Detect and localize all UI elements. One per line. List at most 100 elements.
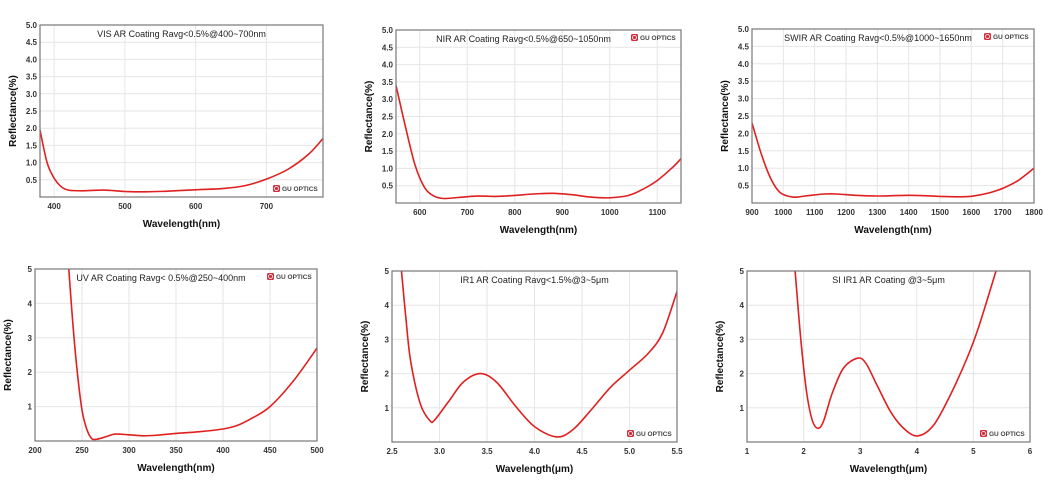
x-tick-label: 700: [260, 202, 274, 211]
reflectance-curve: [400, 271, 677, 438]
logo-text: GU OPTICS: [993, 34, 1029, 41]
logo-ring-icon: [628, 431, 633, 436]
chart-title: NIR AR Coating Ravg<0.5%@650~1050nm: [436, 34, 611, 44]
x-axis-label: Wavelength(nm): [854, 225, 931, 236]
gu-optics-logo: GU OPTICS: [267, 273, 312, 281]
y-tick-label: 1: [28, 403, 33, 412]
logo-ring-icon: [632, 35, 637, 40]
x-tick-label: 1100: [649, 208, 667, 217]
y-tick-label: 0.5: [382, 182, 394, 191]
plot-area: [747, 271, 1030, 442]
y-tick-label: 4: [28, 299, 33, 308]
y-tick-label: 2: [28, 368, 33, 377]
x-tick-label: 350: [169, 446, 183, 455]
y-tick-label: 5.0: [26, 21, 38, 30]
y-tick-label: 1.5: [382, 147, 394, 156]
logo-icon: [980, 430, 987, 437]
y-tick-label: 3: [385, 335, 390, 344]
y-tick-label: 1.5: [26, 141, 38, 150]
chart-6: 1 2 3 4 5 1 2 3 4 5 6 SI IR1 AR Coating @3~5μm GU OP…: [715, 267, 1033, 475]
logo-text: GU OPTICS: [989, 431, 1025, 438]
plot-frame: [751, 28, 1035, 204]
y-tick-label: 4.5: [26, 38, 38, 47]
x-tick-label: 1: [745, 447, 750, 456]
x-tick-label: 1700: [994, 208, 1012, 217]
y-axis-label: Reflectance(%): [364, 81, 375, 153]
y-tick-label: 2.0: [26, 124, 38, 133]
logo-text: GU OPTICS: [636, 431, 672, 438]
x-tick-label: 3.0: [434, 447, 446, 456]
logo-ring-icon: [274, 186, 279, 191]
y-tick-label: 5: [740, 267, 745, 276]
chart-title: UV AR Coating Ravg< 0.5%@250~400nm: [76, 273, 245, 283]
x-tick-label: 600: [413, 208, 427, 217]
chart-5: 1 2 3 4 5 2.5 3.0 3.5 4.0 4.5 5.0 5.5 IR1 AR Coating…: [360, 267, 683, 475]
gu-optics-logo: GU OPTICS: [980, 430, 1025, 438]
plot-frame: [746, 270, 1031, 443]
x-axis-label: Wavelength(nm): [143, 219, 220, 230]
logo-text: GU OPTICS: [276, 274, 312, 281]
x-tick-label: 900: [745, 208, 759, 217]
logo-icon: [267, 273, 274, 280]
y-tick-label: 5: [28, 265, 33, 274]
x-tick-label: 3: [858, 447, 863, 456]
y-tick-label: 2.0: [738, 129, 750, 138]
y-tick-label: 0.5: [26, 176, 38, 185]
x-tick-label: 250: [75, 446, 89, 455]
x-tick-label: 1400: [900, 208, 918, 217]
y-tick-label: 2.5: [738, 112, 750, 121]
x-tick-label: 400: [47, 202, 61, 211]
plot-frame: [39, 24, 324, 198]
y-tick-label: 1.0: [738, 164, 750, 173]
y-tick-label: 2: [385, 370, 390, 379]
logo-text: GU OPTICS: [640, 35, 676, 42]
x-tick-label: 600: [189, 202, 203, 211]
y-tick-label: 1: [385, 404, 390, 413]
x-tick-label: 1100: [806, 208, 824, 217]
y-tick-label: 4.0: [382, 61, 394, 70]
x-tick-label: 1300: [868, 208, 886, 217]
y-tick-label: 4: [385, 301, 390, 310]
x-tick-label: 2.5: [386, 447, 398, 456]
reflectance-curve: [794, 271, 997, 437]
logo-icon: [627, 430, 634, 437]
gu-optics-logo: GU OPTICS: [273, 185, 318, 193]
x-tick-label: 900: [556, 208, 570, 217]
x-tick-label: 1800: [1025, 208, 1043, 217]
x-tick-label: 300: [122, 446, 136, 455]
x-axis-label: Wavelength(nm): [137, 463, 214, 474]
y-tick-label: 1.0: [382, 164, 394, 173]
chart-3: 0.5 1.0 1.5 2.0 2.5 3.0 3.5 4.0 4.5 5.0 900 1000 110…: [720, 25, 1043, 236]
x-tick-label: 800: [508, 208, 522, 217]
y-tick-label: 4.0: [26, 55, 38, 64]
y-tick-label: 1.5: [738, 147, 750, 156]
y-tick-label: 2.0: [382, 130, 394, 139]
y-tick-label: 5.0: [382, 26, 394, 35]
x-tick-label: 5: [971, 447, 976, 456]
plot-frame: [34, 268, 318, 442]
y-tick-label: 0.5: [738, 182, 750, 191]
y-tick-label: 3.0: [26, 90, 38, 99]
x-tick-label: 400: [216, 446, 230, 455]
y-tick-label: 3: [740, 335, 745, 344]
y-tick-label: 3.5: [26, 73, 38, 82]
chart-1: 0.5 1.0 1.5 2.0 2.5 3.0 3.5 4.0 4.5 5.0 400 500 600 7…: [8, 21, 324, 230]
x-tick-label: 2: [801, 447, 806, 456]
chart-title: SWIR AR Coating Ravg<0.5%@1000~1650nm: [784, 33, 972, 43]
x-tick-label: 4: [915, 447, 920, 456]
logo-icon: [273, 185, 280, 192]
y-tick-label: 3.0: [738, 95, 750, 104]
y-tick-label: 2.5: [382, 113, 394, 122]
x-tick-label: 500: [310, 446, 324, 455]
y-tick-label: 4.5: [738, 42, 750, 51]
y-tick-label: 3: [28, 334, 33, 343]
chart-title: IR1 AR Coating Ravg<1.5%@3~5μm: [460, 275, 608, 285]
x-tick-label: 1600: [962, 208, 980, 217]
x-tick-label: 1500: [931, 208, 949, 217]
x-tick-label: 5.5: [671, 447, 683, 456]
y-tick-label: 4.0: [738, 60, 750, 69]
x-axis-label: Wavelength(μm): [496, 464, 573, 475]
x-tick-label: 1000: [601, 208, 619, 217]
y-tick-label: 2: [740, 370, 745, 379]
gu-optics-logo: GU OPTICS: [984, 33, 1029, 41]
